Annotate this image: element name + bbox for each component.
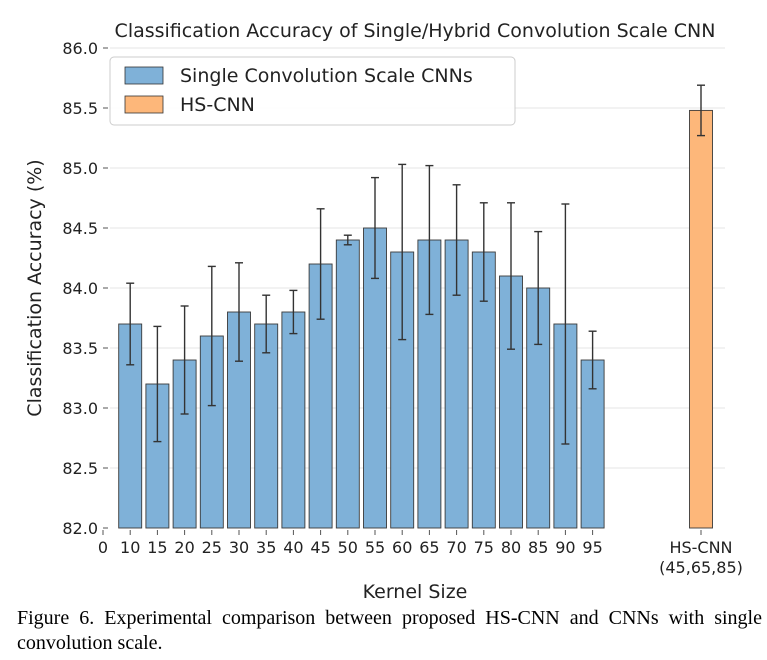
bar: [335, 239, 360, 529]
legend-label-single: Single Convolution Scale CNNs: [180, 65, 473, 87]
legend-label-hscnn: HS-CNN: [180, 94, 255, 116]
y-tick-label: 86.0: [62, 39, 98, 58]
x-tick-label: 55: [365, 538, 385, 557]
legend: Single Convolution Scale CNNs HS-CNN: [109, 56, 516, 126]
x-tick-label: 95: [582, 538, 602, 557]
x-axis-label: Kernel Size: [363, 581, 468, 603]
x-tick-label: HS-CNN: [669, 538, 732, 557]
y-tick-label: 85.0: [62, 159, 98, 178]
bars: [118, 109, 713, 529]
x-tick-label: 70: [446, 538, 466, 557]
x-tick-label: 35: [256, 538, 276, 557]
x-tick-label: 85: [528, 538, 548, 557]
bar: [281, 311, 306, 529]
x-tick-label: 15: [147, 538, 167, 557]
x-tick-label: 65: [419, 538, 439, 557]
x-tick-label: 80: [501, 538, 521, 557]
x-tick-label: 20: [174, 538, 194, 557]
legend-swatch-hscnn: [124, 95, 164, 114]
bar-chart: 82.0 82.5 83.0 83.5 84.0 84.5 85.0 85.5 86.0 0 10 1…: [24, 20, 743, 603]
axes: 82.0 82.5 83.0 83.5 84.0 84.5 85.0 85.5 86.0 0 10 1…: [62, 39, 742, 577]
x-tick-label: 90: [555, 538, 575, 557]
y-tick-label: 83.5: [62, 339, 98, 358]
x-tick-label: 30: [229, 538, 249, 557]
y-axis-label: Classification Accuracy (%): [24, 159, 46, 416]
x-tick-label: 0: [98, 538, 108, 557]
x-tick-label: 75: [474, 538, 494, 557]
legend-swatch-single: [124, 66, 164, 85]
x-tick-label: 45: [310, 538, 330, 557]
x-tick-label: 60: [392, 538, 412, 557]
y-tick-label: 82.5: [62, 459, 98, 478]
x-tick-label: 40: [283, 538, 303, 557]
y-tick-label: 83.0: [62, 399, 98, 418]
error-bars: [126, 84, 705, 445]
bar: [254, 323, 279, 529]
x-tick-label: 10: [120, 538, 140, 557]
y-tick-label: 82.0: [62, 519, 98, 538]
x-tick-sublabel: (45,65,85): [659, 558, 743, 577]
x-tick-label: 50: [338, 538, 358, 557]
y-tick-label: 84.0: [62, 279, 98, 298]
bar: [689, 109, 713, 529]
y-tick-label: 84.5: [62, 219, 98, 238]
chart-title: Classification Accuracy of Single/Hybrid…: [115, 20, 716, 42]
x-tick-label: 25: [202, 538, 222, 557]
legend-frame: [109, 56, 516, 126]
y-tick-label: 85.5: [62, 99, 98, 118]
figure-caption: Figure 6. Experimental comparison betwee…: [17, 607, 762, 654]
